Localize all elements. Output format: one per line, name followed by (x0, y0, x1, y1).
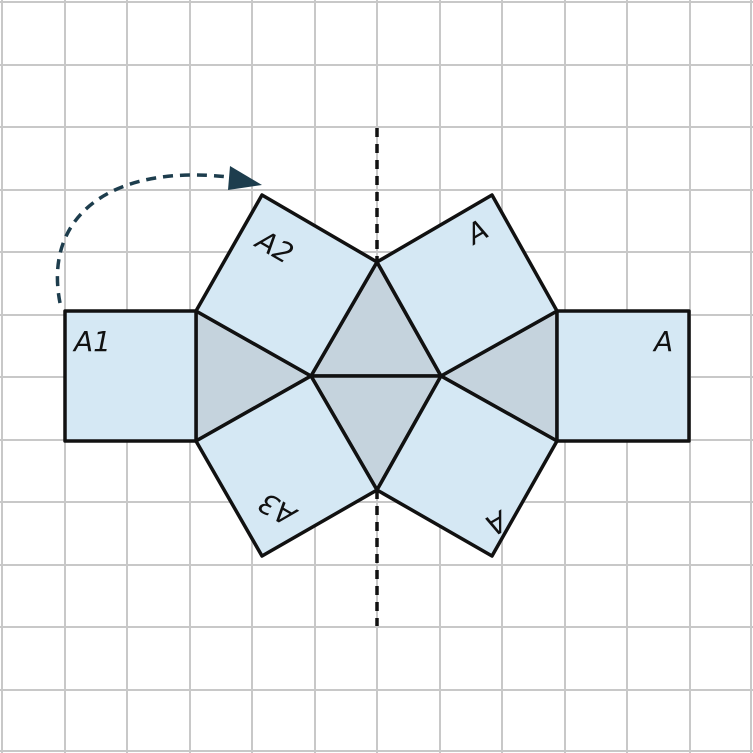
label-a-far-right: A (652, 325, 673, 358)
rotation-arrow (55, 173, 237, 304)
square-a-far-right (555, 309, 691, 443)
label-a1: A1 (72, 325, 111, 358)
triangles (194, 260, 559, 492)
square-a-lower-right (375, 374, 559, 558)
arrow-head-icon (228, 166, 262, 190)
